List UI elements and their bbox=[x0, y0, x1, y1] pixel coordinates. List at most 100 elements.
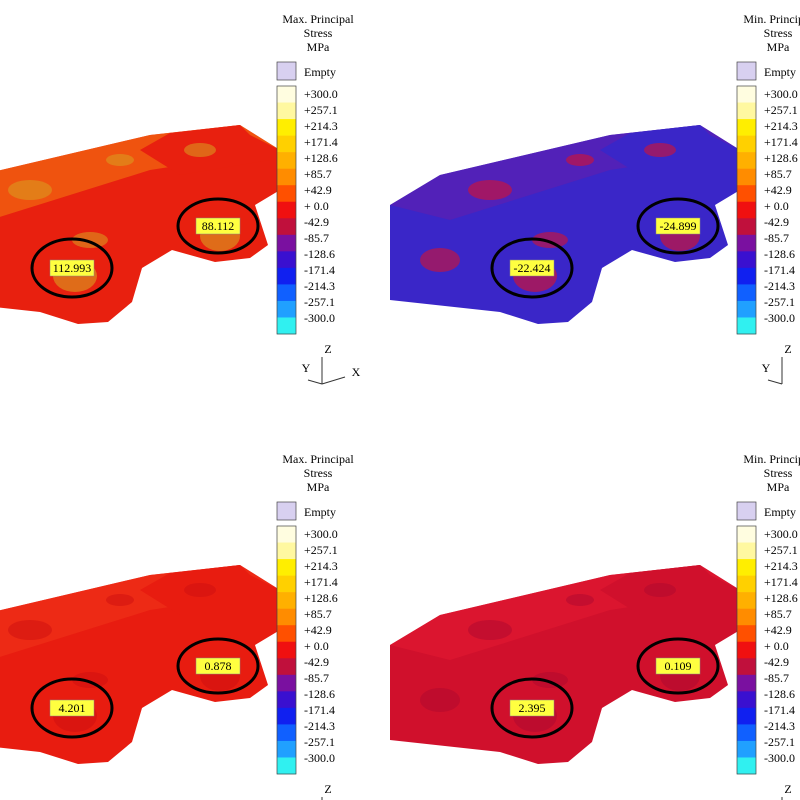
legend-title: Max. Principal bbox=[282, 452, 354, 466]
legend-band bbox=[277, 300, 296, 318]
legend-label: +257.1 bbox=[304, 543, 338, 557]
annotation-ring bbox=[176, 637, 260, 695]
stress-patch bbox=[420, 688, 460, 712]
legend-band bbox=[737, 740, 756, 758]
stress-patch bbox=[72, 672, 108, 688]
legend-label: -300.0 bbox=[764, 311, 795, 325]
legend-band bbox=[277, 267, 296, 285]
legend-band bbox=[277, 608, 296, 626]
legend-band bbox=[737, 185, 756, 203]
legend-label: +42.9 bbox=[304, 183, 332, 197]
legend-label: -300.0 bbox=[304, 751, 335, 765]
legend-title: Min. Principal bbox=[743, 12, 800, 26]
legend-band bbox=[737, 658, 756, 676]
legend-band bbox=[277, 135, 296, 153]
legend-label: +85.7 bbox=[304, 167, 332, 181]
stress-patch bbox=[468, 180, 512, 200]
legend-label: +214.3 bbox=[304, 119, 338, 133]
stress-patch bbox=[566, 154, 594, 166]
annotation-box bbox=[509, 259, 555, 277]
legend-band bbox=[737, 724, 756, 742]
legend-title: Min. Principal bbox=[743, 452, 800, 466]
legend-label: +214.3 bbox=[304, 559, 338, 573]
legend-label: -171.4 bbox=[304, 703, 335, 717]
annotation-box bbox=[49, 699, 95, 717]
legend-empty bbox=[276, 501, 297, 521]
legend-label: -128.6 bbox=[764, 687, 795, 701]
legend-title: Stress bbox=[764, 466, 793, 480]
axis-line bbox=[307, 379, 323, 385]
legend-label: +85.7 bbox=[764, 607, 792, 621]
legend-band bbox=[737, 251, 756, 269]
stress-patch bbox=[106, 594, 134, 606]
axis-label: X bbox=[352, 365, 361, 379]
legend-title: Stress bbox=[304, 26, 333, 40]
stress-patch bbox=[72, 232, 108, 248]
legend-band bbox=[277, 218, 296, 236]
legend-band bbox=[737, 119, 756, 136]
annotation-box bbox=[49, 259, 95, 277]
axis-triad: Z bbox=[321, 782, 332, 800]
annotation-value: -22.424 bbox=[514, 261, 551, 275]
legend-band bbox=[277, 691, 296, 709]
legend-label: -42.9 bbox=[764, 215, 789, 229]
legend-label: + 0.0 bbox=[304, 199, 329, 213]
legend-band bbox=[737, 542, 756, 560]
legend-empty bbox=[736, 61, 757, 81]
legend-label: +300.0 bbox=[764, 527, 798, 541]
stress-patch bbox=[532, 232, 568, 248]
legend-band bbox=[737, 691, 756, 709]
annotation-value: 0.878 bbox=[205, 659, 232, 673]
legend-label: -300.0 bbox=[304, 311, 335, 325]
legend-band bbox=[277, 152, 296, 169]
annotation-value: 112.993 bbox=[53, 261, 92, 275]
annotation-ring bbox=[30, 237, 114, 299]
legend-band bbox=[737, 234, 756, 252]
legend-band bbox=[277, 707, 296, 725]
legend-band bbox=[277, 641, 296, 659]
legend-label: +171.4 bbox=[764, 575, 798, 589]
legend-label: +85.7 bbox=[764, 167, 792, 181]
stress-patch bbox=[420, 248, 460, 272]
legend-band bbox=[737, 608, 756, 626]
stress-patch bbox=[184, 143, 216, 157]
annotation-box bbox=[655, 217, 701, 235]
annotation-box bbox=[509, 699, 555, 717]
legend-empty-label: Empty bbox=[764, 505, 796, 519]
legend-label: +257.1 bbox=[764, 543, 798, 557]
axis-triad: ZY X bbox=[302, 342, 361, 385]
axis-triad: ZY bbox=[762, 342, 792, 385]
legend-label: -85.7 bbox=[764, 671, 789, 685]
legend-label: +300.0 bbox=[764, 87, 798, 101]
legend-label: -214.3 bbox=[764, 279, 795, 293]
legend-band bbox=[737, 284, 756, 302]
legend-band bbox=[277, 185, 296, 203]
annotation-box bbox=[655, 657, 701, 675]
legend-band bbox=[277, 592, 296, 609]
stress-patch bbox=[106, 154, 134, 166]
legend-empty bbox=[736, 501, 757, 521]
annotation-value: 2.395 bbox=[519, 701, 546, 715]
legend-band bbox=[737, 575, 756, 593]
legend-label: + 0.0 bbox=[764, 199, 789, 213]
legend-band bbox=[277, 119, 296, 136]
legend-label: -42.9 bbox=[304, 215, 329, 229]
annotation-ring bbox=[176, 197, 260, 255]
legend-band bbox=[737, 168, 756, 186]
legend-title: MPa bbox=[767, 40, 790, 54]
legend-band bbox=[277, 575, 296, 593]
legend-label: -42.9 bbox=[764, 655, 789, 669]
legend-label: +171.4 bbox=[764, 135, 798, 149]
legend-band bbox=[737, 102, 756, 120]
legend-band bbox=[737, 641, 756, 659]
legend-band bbox=[277, 251, 296, 269]
legend-band bbox=[277, 168, 296, 186]
legend-title: Stress bbox=[304, 466, 333, 480]
legend-label: -214.3 bbox=[304, 719, 335, 733]
legend-frame bbox=[736, 525, 757, 775]
legend-band bbox=[277, 625, 296, 643]
legend-band bbox=[277, 724, 296, 742]
